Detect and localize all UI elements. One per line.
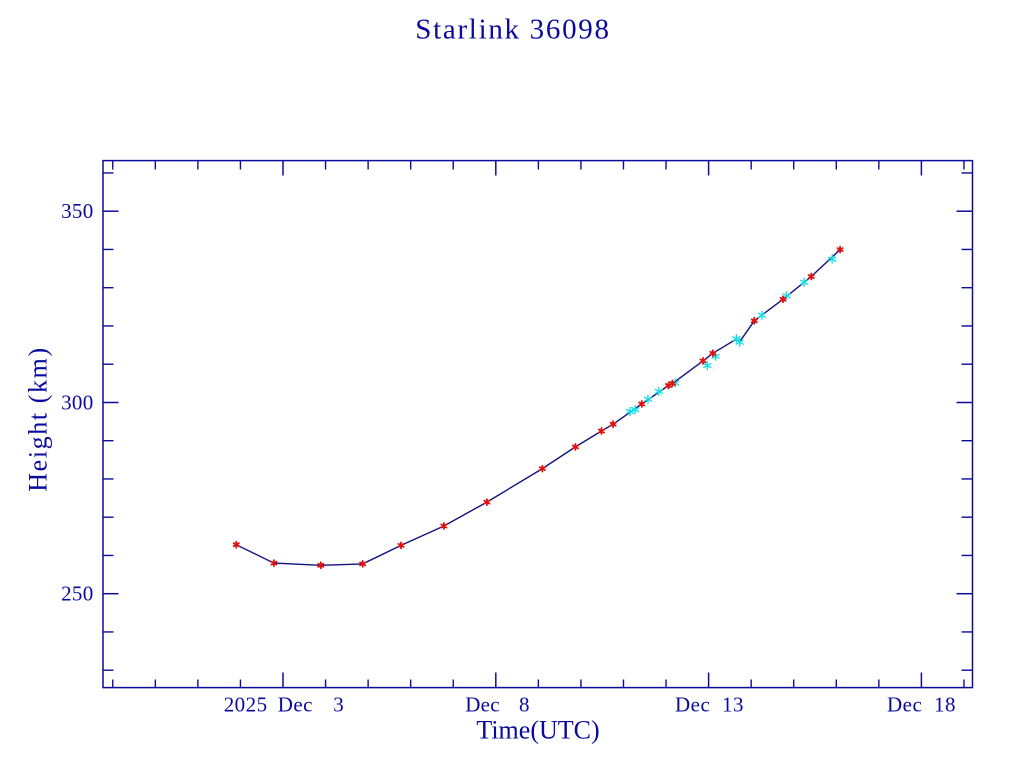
svg-text:Dec 8: Dec 8 bbox=[465, 693, 530, 717]
svg-text:Dec 18: Dec 18 bbox=[887, 693, 956, 717]
svg-text:Height (km): Height (km) bbox=[24, 346, 53, 491]
svg-text:Dec 13: Dec 13 bbox=[675, 693, 744, 717]
svg-text:300: 300 bbox=[61, 391, 93, 415]
svg-text:2025 Dec 3: 2025 Dec 3 bbox=[224, 693, 345, 717]
svg-text:Starlink 36098: Starlink 36098 bbox=[415, 14, 610, 46]
svg-text:250: 250 bbox=[61, 582, 93, 606]
svg-text:350: 350 bbox=[61, 199, 93, 223]
svg-text:Time(UTC): Time(UTC) bbox=[476, 716, 599, 745]
